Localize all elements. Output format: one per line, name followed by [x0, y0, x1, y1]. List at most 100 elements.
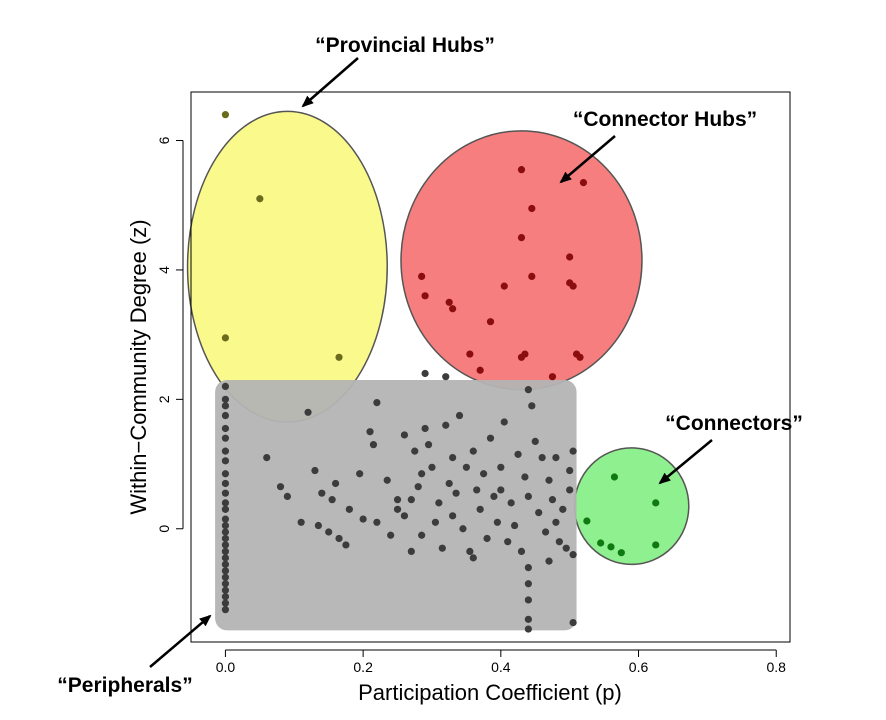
data-point — [524, 615, 532, 623]
data-point — [221, 489, 230, 497]
data-point — [407, 496, 415, 504]
data-point — [421, 292, 429, 300]
data-point — [480, 470, 488, 478]
data-point — [576, 353, 584, 361]
data-point — [435, 499, 443, 507]
annotation-connector-hubs-arrow — [559, 135, 616, 184]
x-tick-label: 0.4 — [491, 659, 511, 675]
data-point — [221, 606, 230, 614]
data-point — [325, 528, 333, 536]
data-point — [517, 166, 526, 174]
x-tick-label: 0.6 — [629, 659, 649, 675]
data-point — [221, 395, 230, 403]
data-point — [318, 489, 326, 497]
highlight-regions — [186, 110, 690, 631]
data-point — [221, 580, 230, 588]
y-tick-label: 0 — [156, 525, 172, 533]
data-point — [545, 557, 553, 565]
annotation-peripherals-label: “Peripherals” — [57, 674, 192, 697]
y-tick-label: 6 — [156, 136, 172, 144]
data-point — [569, 618, 577, 627]
data-point — [221, 547, 230, 556]
data-point — [524, 563, 532, 572]
data-point — [373, 518, 381, 526]
data-point — [221, 586, 230, 594]
data-point — [335, 353, 343, 361]
data-point — [469, 554, 477, 562]
data-point — [428, 463, 436, 471]
data-point — [366, 428, 374, 436]
data-point — [517, 233, 526, 242]
data-point — [497, 486, 505, 494]
data-point — [221, 479, 230, 488]
data-point — [256, 195, 264, 203]
data-point — [438, 544, 446, 552]
data-point — [414, 483, 422, 491]
data-point — [442, 373, 450, 381]
data-point — [541, 528, 550, 536]
data-point — [535, 508, 543, 517]
data-point — [493, 518, 501, 526]
data-point — [221, 515, 230, 523]
data-point — [345, 505, 353, 513]
data-point — [455, 411, 464, 420]
data-point — [221, 382, 230, 391]
data-point — [221, 499, 230, 507]
data-point — [369, 441, 378, 449]
data-point — [418, 272, 426, 281]
data-point — [424, 441, 433, 449]
data-point — [221, 554, 230, 562]
data-point — [221, 424, 230, 433]
data-point — [449, 512, 457, 520]
data-point — [517, 353, 526, 361]
data-point — [393, 496, 402, 504]
data-point — [466, 547, 474, 556]
data-point — [221, 402, 230, 410]
data-point — [524, 596, 532, 604]
data-point — [373, 398, 381, 407]
data-point — [387, 531, 395, 539]
data-point — [359, 515, 367, 523]
x-tick-label: 0.8 — [766, 659, 786, 675]
data-point — [528, 204, 536, 213]
annotation-connectors: “Connectors” — [658, 412, 803, 485]
data-point — [221, 334, 230, 342]
data-point — [283, 492, 291, 501]
data-point — [314, 521, 322, 530]
data-point — [486, 318, 495, 326]
data-point — [504, 538, 512, 546]
region-provincial-hubs — [186, 110, 388, 423]
data-point — [617, 549, 625, 557]
data-point — [445, 479, 453, 488]
data-point — [431, 518, 440, 526]
data-point — [524, 386, 532, 394]
data-point — [597, 539, 605, 547]
data-point — [263, 453, 271, 462]
y-axis-title: Within−Community Degree (z) — [126, 219, 151, 514]
data-point — [652, 541, 660, 549]
y-tick-label: 2 — [156, 395, 172, 403]
x-axis-title: Participation Coefficient (p) — [358, 680, 622, 705]
data-point — [607, 543, 615, 551]
annotation-peripherals: “Peripherals” — [57, 614, 212, 697]
data-point — [476, 366, 484, 374]
data-point — [500, 418, 508, 426]
data-point — [297, 518, 305, 526]
region-connectors — [573, 447, 690, 566]
data-point — [462, 463, 471, 471]
data-point — [356, 470, 364, 478]
data-point — [569, 447, 577, 455]
data-point — [221, 567, 230, 575]
data-point — [555, 538, 563, 546]
data-point — [524, 625, 532, 633]
data-point — [421, 424, 429, 433]
data-point — [400, 512, 409, 520]
data-point — [221, 457, 230, 465]
data-point — [459, 525, 467, 533]
data-point — [562, 544, 570, 552]
data-point — [221, 528, 230, 536]
data-points — [221, 111, 660, 633]
data-point — [528, 272, 536, 281]
data-point — [442, 421, 450, 429]
